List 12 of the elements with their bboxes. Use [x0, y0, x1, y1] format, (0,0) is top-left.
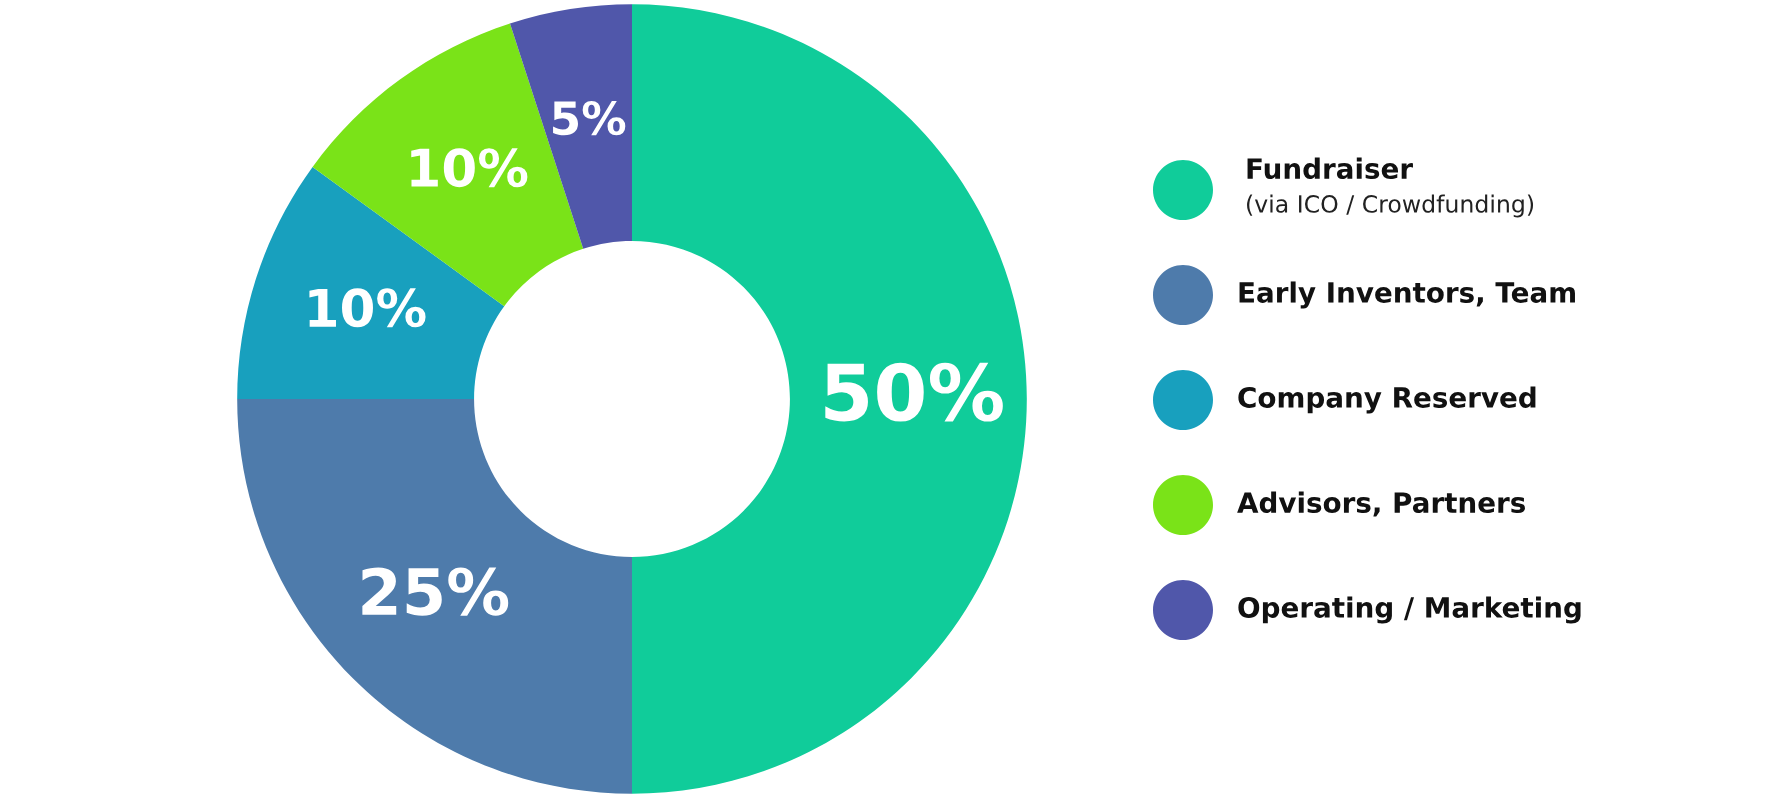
legend-label: Company Reserved [1238, 386, 1536, 414]
donut-slice [632, 4, 1027, 794]
legend-label: Fundraiser (via ICO / Crowdfunding) [1247, 157, 1534, 218]
legend-label: Early Inventors, Team [1239, 281, 1575, 309]
data-label: 5% [553, 100, 626, 136]
data-label: 10% [411, 148, 528, 188]
data-label: 50% [825, 362, 1003, 422]
legend-label: Advisors, Partners [1237, 491, 1525, 517]
donut-slice [237, 399, 632, 794]
data-label: 10% [309, 288, 426, 328]
legend-label: Operating / Marketing [1238, 596, 1581, 624]
data-label: 25% [362, 567, 509, 616]
